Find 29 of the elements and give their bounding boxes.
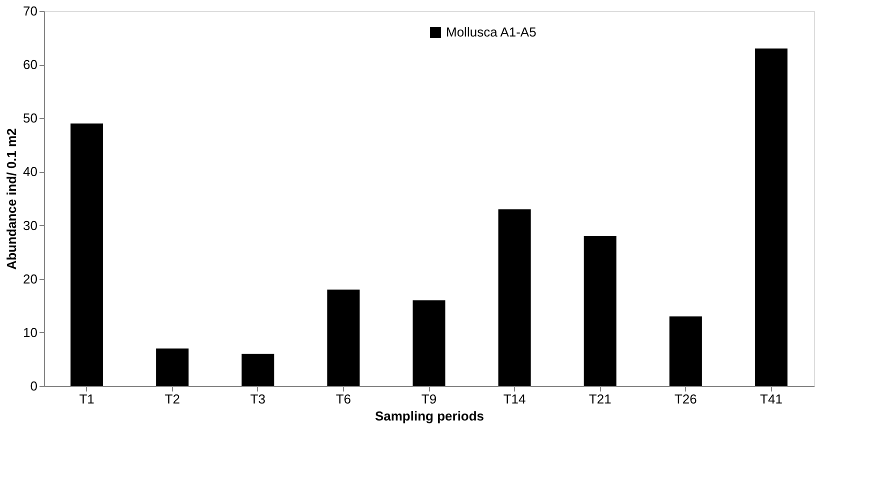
bar (156, 348, 189, 386)
y-tick-label: 70 (23, 4, 38, 18)
legend-label: Mollusca A1-A5 (446, 24, 536, 40)
bar (242, 354, 274, 386)
x-axis-title: Sampling periods (374, 408, 484, 424)
y-tick-label: 20 (23, 271, 38, 286)
y-axis-title: Abundance ind/ 0.1 m2 (4, 128, 20, 270)
y-tick-label: 60 (23, 57, 38, 72)
x-tick-label: T6 (336, 392, 352, 406)
y-tick-label: 0 (30, 378, 38, 394)
y-tick-label: 10 (23, 324, 38, 340)
bar (327, 290, 360, 386)
x-tick-label: T26 (674, 392, 697, 406)
bar (669, 316, 702, 386)
bar (584, 236, 616, 386)
y-tick-label: 50 (23, 110, 38, 126)
x-tick-label: T9 (421, 392, 437, 406)
y-tick-label: 40 (23, 164, 38, 180)
x-tick-label: T14 (503, 392, 526, 406)
bar (412, 300, 446, 386)
x-tick-label: T1 (79, 392, 94, 406)
y-tick-label: 30 (23, 218, 38, 233)
x-tick-label: T2 (164, 392, 180, 406)
bar (754, 48, 788, 386)
bar (70, 124, 104, 386)
bar (498, 209, 531, 386)
x-tick-label: T21 (588, 392, 612, 406)
x-tick-label: T3 (250, 392, 266, 406)
x-tick-label: T41 (760, 392, 782, 406)
